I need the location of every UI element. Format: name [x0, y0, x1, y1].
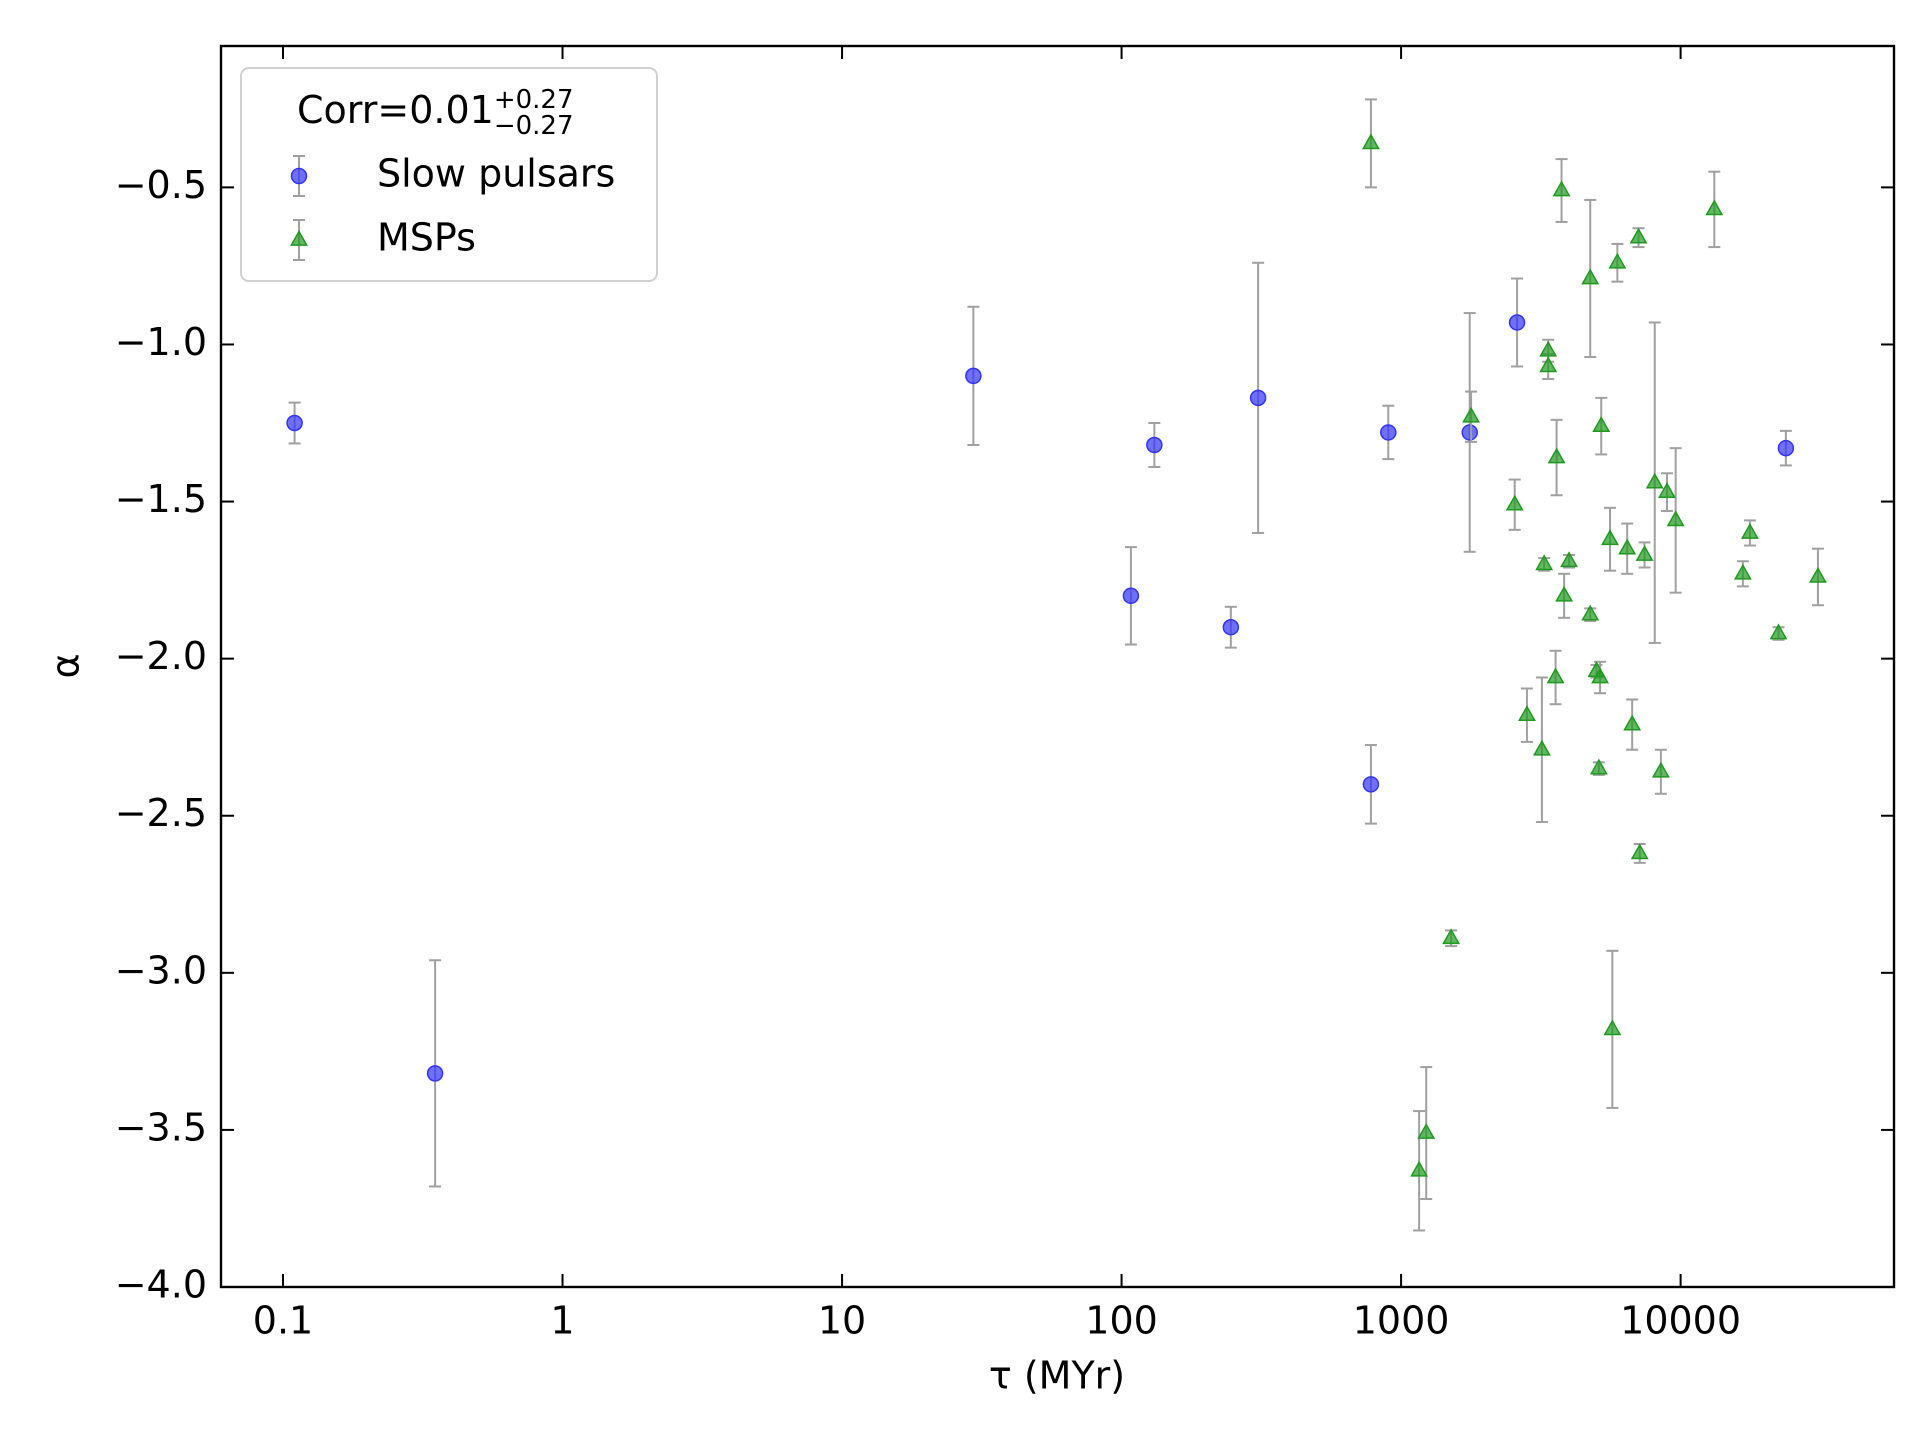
- x-tick-label: 10000: [1620, 1299, 1741, 1343]
- triangle-marker: [1532, 739, 1551, 756]
- y-tick-label: −2.5: [115, 791, 207, 835]
- triangle-marker: [1410, 1160, 1429, 1177]
- circle-marker: [965, 367, 982, 385]
- triangle-marker: [1417, 1123, 1436, 1139]
- triangle-marker: [1705, 199, 1724, 216]
- triangle-marker: [1630, 843, 1649, 860]
- legend-title: Corr=0.01+0.27 −0.27: [297, 85, 574, 141]
- circle-marker: [286, 414, 303, 432]
- triangle-marker: [1560, 551, 1579, 568]
- circle-marker: [426, 1065, 444, 1082]
- triangle-marker: [1635, 544, 1654, 561]
- triangle-marker: [1589, 758, 1608, 775]
- triangle-marker: [1546, 667, 1565, 684]
- y-tick-label: −0.5: [115, 163, 207, 207]
- x-tick-label: 1000: [1353, 1299, 1450, 1343]
- triangle-marker: [1733, 563, 1752, 580]
- circle-marker: [1222, 618, 1240, 636]
- triangle-marker: [1618, 538, 1637, 555]
- triangle-marker: [1442, 928, 1461, 945]
- circle-marker: [1122, 587, 1140, 605]
- triangle-marker: [1809, 566, 1827, 583]
- triangle-marker: [1518, 705, 1536, 722]
- legend-label: MSPs: [377, 216, 476, 260]
- triangle-marker: [1552, 180, 1571, 197]
- triangle-marker: [1505, 494, 1524, 511]
- triangle-marker: [1361, 133, 1380, 150]
- legend-box: [240, 67, 658, 282]
- triangle-marker: [1658, 482, 1676, 498]
- triangle-marker: [1462, 406, 1481, 423]
- triangle-marker: [1547, 447, 1566, 464]
- x-tick-label: 1: [550, 1299, 574, 1343]
- circle-marker: [1249, 389, 1267, 407]
- circle-marker: [1380, 424, 1397, 441]
- y-tick-label: −3.0: [115, 948, 207, 992]
- legend-title-sup: +0.27: [494, 85, 574, 115]
- y-tick-label: −1.5: [115, 477, 207, 521]
- x-tick-label: 10: [818, 1299, 866, 1343]
- y-tick-label: −2.0: [115, 634, 207, 678]
- triangle-marker: [1539, 340, 1558, 357]
- y-tick-label: −4.0: [115, 1263, 207, 1307]
- triangle-marker: [1623, 714, 1642, 731]
- triangle-marker: [1539, 356, 1558, 373]
- triangle-marker: [1645, 472, 1664, 489]
- triangle-marker: [1581, 268, 1600, 285]
- triangle-marker: [1555, 585, 1574, 602]
- circle-marker: [1508, 314, 1526, 331]
- triangle-marker: [1603, 1019, 1622, 1036]
- circle-marker: [1146, 436, 1163, 454]
- triangle-marker: [1608, 252, 1627, 269]
- circle-marker: [1362, 776, 1380, 793]
- triangle-marker: [1581, 604, 1600, 621]
- legend-title-text: Corr=0.01: [297, 88, 494, 132]
- x-tick-label: 100: [1085, 1299, 1158, 1343]
- triangle-marker: [1651, 761, 1670, 778]
- triangle-marker: [1769, 623, 1788, 640]
- triangle-marker: [290, 229, 308, 246]
- triangle-marker: [1591, 667, 1609, 684]
- y-tick-label: −3.5: [115, 1105, 207, 1149]
- triangle-marker: [1666, 510, 1685, 527]
- plot-frame: [219, 44, 1896, 1289]
- circle-marker: [1461, 424, 1478, 441]
- triangle-marker: [1535, 554, 1554, 571]
- legend-label: Slow pulsars: [377, 152, 615, 196]
- legend-title-sub: −0.27: [494, 111, 574, 141]
- triangle-marker: [1601, 529, 1619, 546]
- circle-marker: [290, 167, 308, 185]
- triangle-marker: [1740, 522, 1759, 539]
- y-axis-label: α: [44, 653, 88, 678]
- x-tick-label: 0.1: [253, 1299, 313, 1343]
- triangle-marker: [1592, 416, 1611, 433]
- x-axis-label: τ (MYr): [989, 1354, 1125, 1398]
- circle-marker: [1777, 439, 1795, 457]
- y-tick-label: −1.0: [115, 320, 207, 364]
- triangle-marker: [1629, 227, 1648, 244]
